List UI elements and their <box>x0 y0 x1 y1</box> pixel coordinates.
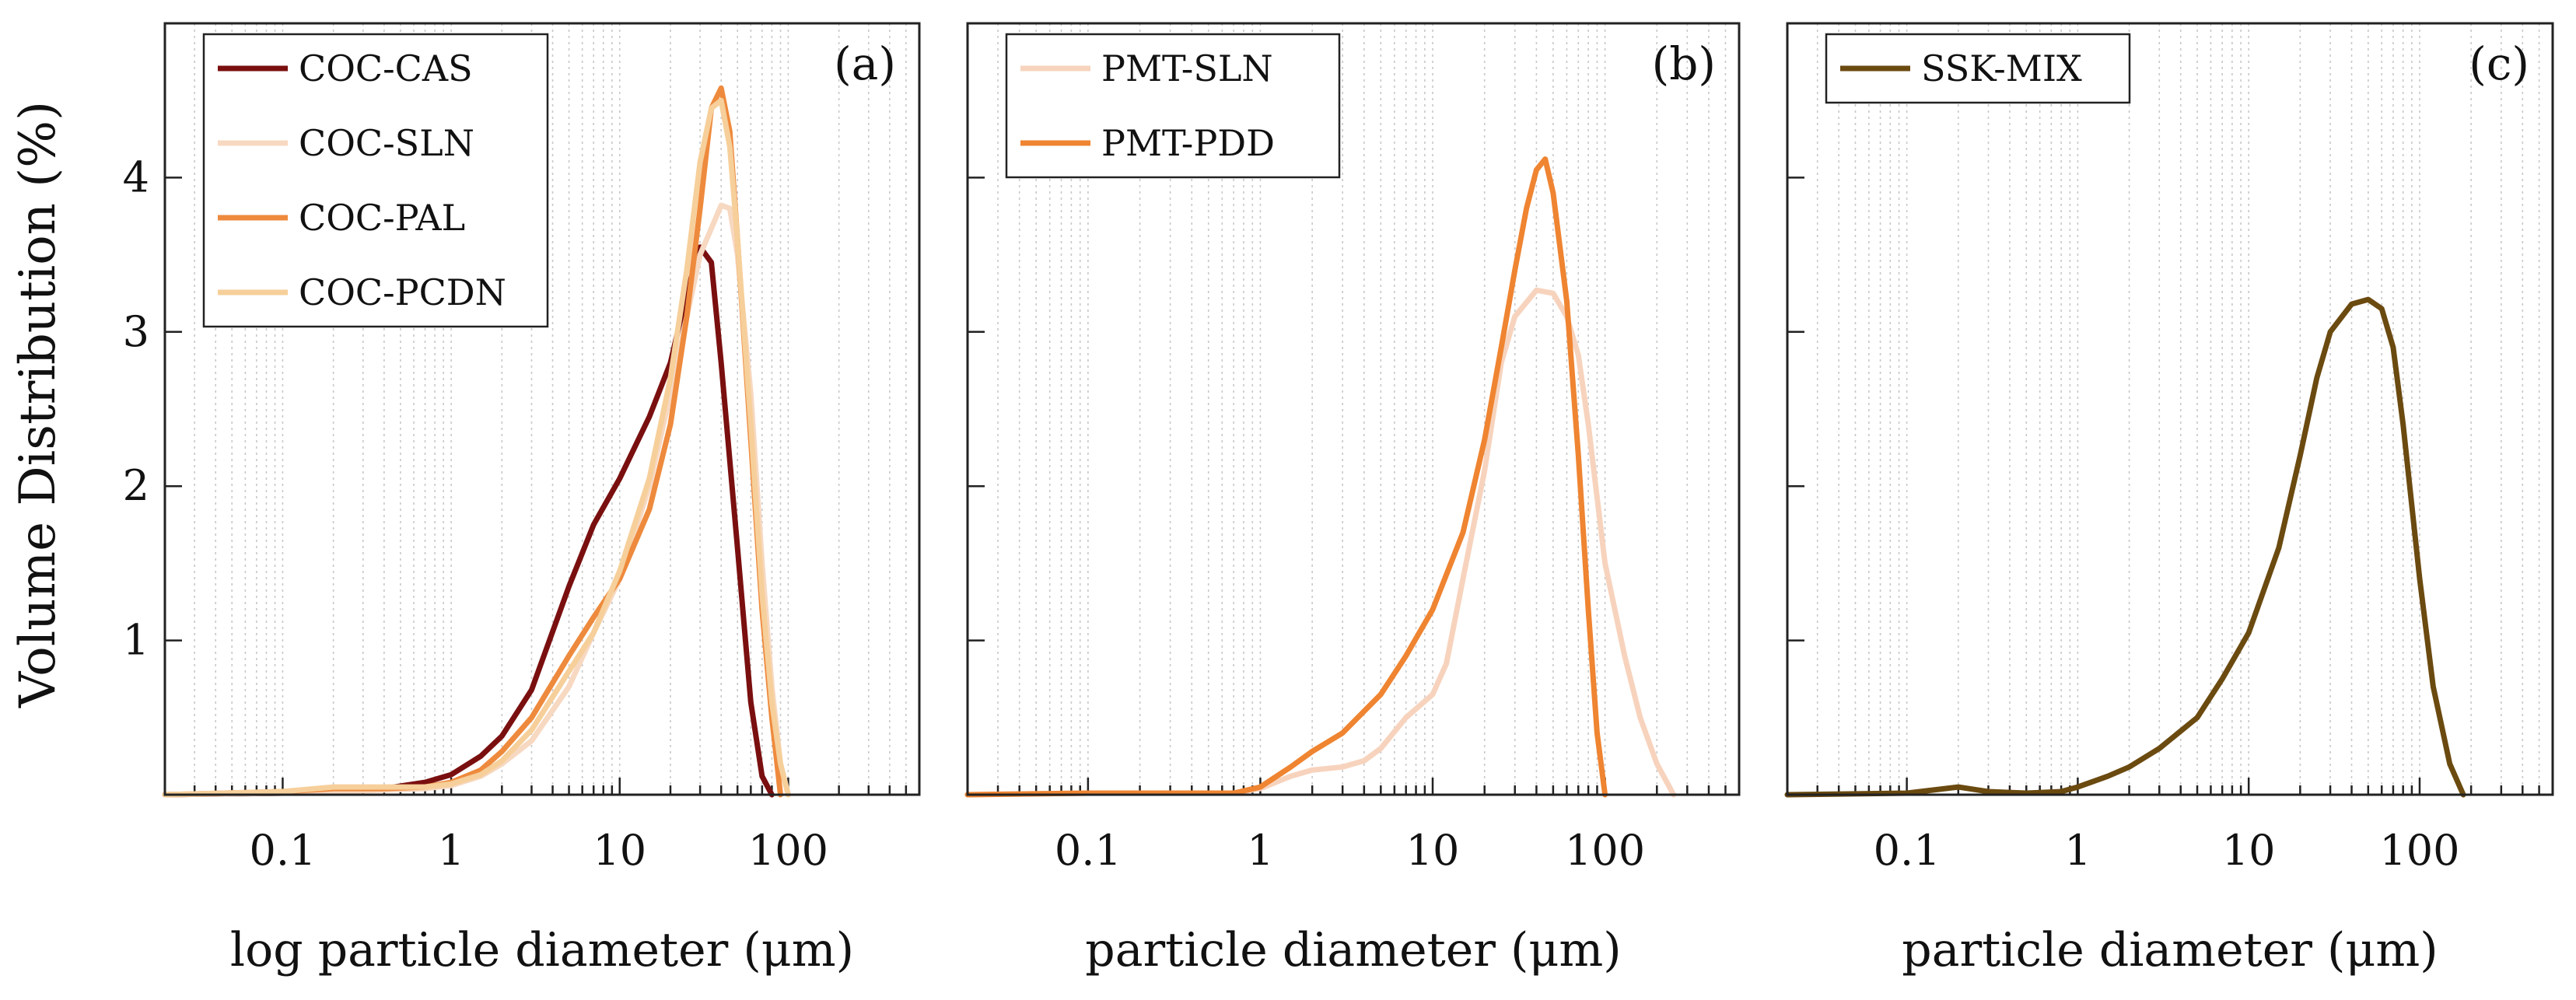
panel-label: (a) <box>834 37 896 90</box>
y-tick-label: 1 <box>123 616 149 665</box>
x-tick-label: 1 <box>1247 826 1273 875</box>
y-tick-label: 4 <box>123 152 149 201</box>
panel-label: (b) <box>1652 37 1716 90</box>
plot-frame <box>966 22 1741 796</box>
legend-label: PMT-SLN <box>1101 47 1273 89</box>
panel-a: 1 2 3 4 0.1 1 10 100 COC-CAS COC-SLN COC-PAL COC-PC… <box>123 22 921 977</box>
x-tick-label: 0.1 <box>1874 826 1941 875</box>
panel-c: 0.1 1 10 100 SSK-MIX (c) particle diameter (μm… <box>1784 22 2554 977</box>
panel-label: (c) <box>2469 37 2529 90</box>
x-tick-label: 1 <box>438 826 464 875</box>
series-line-pmt-sln <box>964 287 1677 798</box>
x-tick-label: 0.1 <box>249 826 316 875</box>
legend-box <box>202 33 549 328</box>
series-line-coc-cas <box>162 244 775 798</box>
legend-label: COC-PAL <box>299 197 465 239</box>
x-tick-label: 10 <box>593 826 646 875</box>
x-axis-label: particle diameter (μm) <box>1085 923 1621 977</box>
x-axis-label: log particle diameter (μm) <box>230 923 854 977</box>
legend-label: COC-SLN <box>299 122 474 164</box>
y-tick-label: 3 <box>123 307 149 356</box>
y-axis-label: Volume Distribution (%) <box>9 101 67 708</box>
x-tick-label: 10 <box>1406 826 1460 875</box>
legend-box <box>1005 33 1341 179</box>
legend-label: SSK-MIX <box>1921 47 2082 89</box>
series-line-pmt-pdd <box>964 156 1608 798</box>
x-tick-label: 1 <box>2064 826 2091 875</box>
y-tick-label: 2 <box>123 461 149 510</box>
legend-label: COC-CAS <box>299 47 473 89</box>
x-tick-label: 100 <box>1565 826 1645 875</box>
x-tick-label: 100 <box>748 826 828 875</box>
x-tick-label: 0.1 <box>1055 826 1122 875</box>
x-tick-label: 100 <box>2379 826 2459 875</box>
series-line-ssk-mix <box>1784 296 2466 798</box>
legend-label: COC-PCDN <box>299 271 506 313</box>
plot-frame <box>163 22 921 796</box>
panel-b: 0.1 1 10 100 PMT-SLN PMT-PDD (b) particle diame… <box>964 22 1741 977</box>
x-axis-label: particle diameter (μm) <box>1902 923 2438 977</box>
legend-label: PMT-PDD <box>1101 122 1275 164</box>
x-tick-label: 10 <box>2222 826 2276 875</box>
series-line-coc-pcdn <box>162 97 791 798</box>
plot-frame <box>1786 22 2554 796</box>
